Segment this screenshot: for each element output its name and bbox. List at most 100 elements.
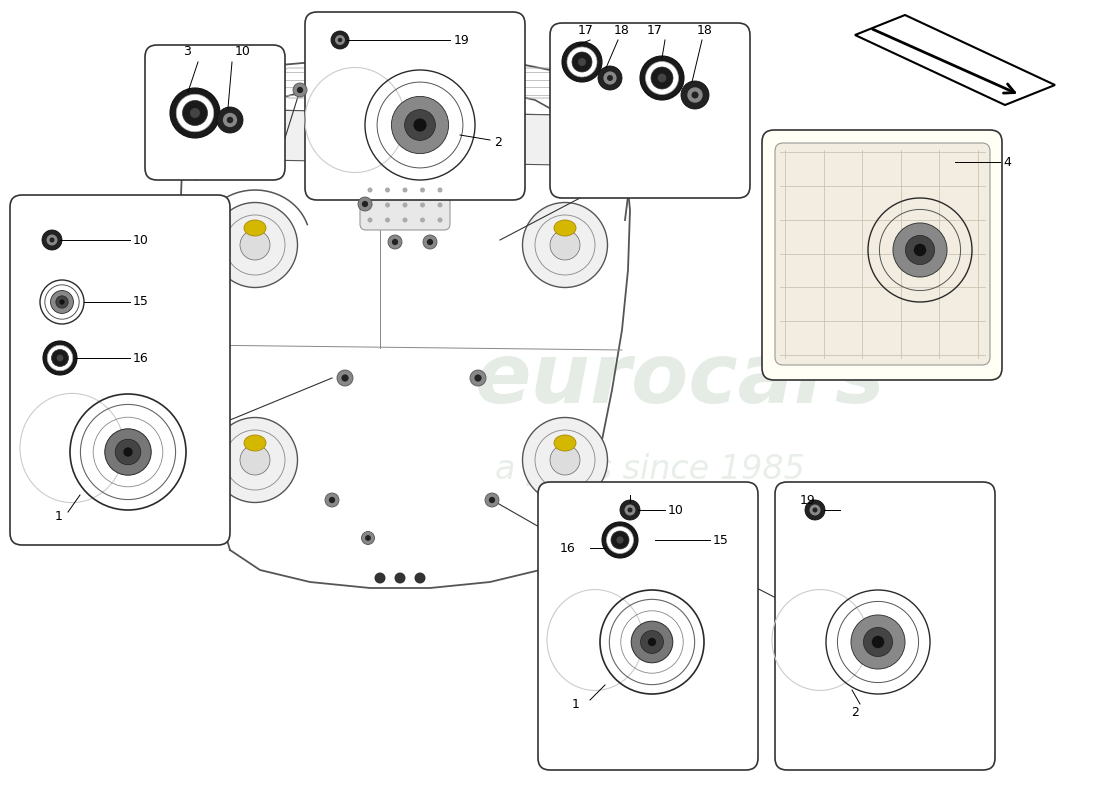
- Ellipse shape: [522, 418, 607, 502]
- FancyBboxPatch shape: [538, 482, 758, 770]
- Circle shape: [59, 299, 65, 305]
- Circle shape: [485, 493, 499, 507]
- FancyBboxPatch shape: [776, 143, 990, 365]
- Circle shape: [385, 187, 390, 193]
- Circle shape: [358, 197, 372, 211]
- Circle shape: [566, 47, 597, 77]
- Polygon shape: [855, 15, 1055, 105]
- Text: 19: 19: [800, 494, 816, 506]
- Text: 18: 18: [614, 24, 630, 37]
- Circle shape: [392, 96, 449, 154]
- Text: 1: 1: [572, 698, 580, 710]
- FancyBboxPatch shape: [145, 45, 285, 180]
- Circle shape: [403, 218, 407, 222]
- Circle shape: [602, 522, 638, 558]
- Circle shape: [488, 497, 495, 503]
- Ellipse shape: [550, 230, 580, 260]
- Circle shape: [367, 187, 373, 193]
- Circle shape: [424, 235, 437, 249]
- Circle shape: [52, 350, 68, 366]
- Text: a parts since 1985: a parts since 1985: [495, 454, 805, 486]
- Circle shape: [648, 638, 657, 646]
- Text: 4: 4: [1003, 155, 1011, 169]
- Circle shape: [341, 374, 349, 382]
- Ellipse shape: [522, 202, 607, 287]
- Circle shape: [367, 202, 373, 207]
- FancyBboxPatch shape: [776, 482, 996, 770]
- Text: 17: 17: [647, 24, 663, 37]
- Circle shape: [388, 235, 401, 249]
- Circle shape: [562, 42, 602, 82]
- Circle shape: [415, 573, 426, 583]
- Circle shape: [403, 187, 407, 193]
- Text: 2: 2: [494, 135, 502, 149]
- Ellipse shape: [244, 220, 266, 236]
- Circle shape: [905, 235, 935, 265]
- Circle shape: [616, 536, 624, 544]
- Circle shape: [365, 535, 371, 541]
- Circle shape: [914, 244, 926, 256]
- Circle shape: [627, 507, 632, 513]
- Circle shape: [392, 239, 398, 245]
- Circle shape: [438, 218, 442, 222]
- Circle shape: [170, 88, 220, 138]
- Circle shape: [56, 354, 64, 362]
- Circle shape: [610, 531, 629, 549]
- Text: 10: 10: [133, 234, 148, 246]
- Text: 15: 15: [713, 534, 729, 546]
- Circle shape: [116, 439, 141, 465]
- Circle shape: [42, 230, 62, 250]
- Ellipse shape: [212, 202, 297, 287]
- Circle shape: [336, 35, 345, 45]
- Circle shape: [692, 91, 698, 98]
- Text: 16: 16: [133, 351, 148, 365]
- Circle shape: [329, 497, 336, 503]
- Circle shape: [190, 108, 200, 118]
- Text: 1: 1: [55, 510, 63, 522]
- Circle shape: [427, 239, 433, 245]
- Circle shape: [362, 201, 369, 207]
- Circle shape: [123, 447, 133, 457]
- Circle shape: [46, 234, 57, 246]
- Circle shape: [324, 493, 339, 507]
- Circle shape: [474, 374, 482, 382]
- Circle shape: [50, 238, 55, 242]
- Polygon shape: [260, 110, 562, 165]
- Circle shape: [56, 296, 68, 308]
- Circle shape: [297, 87, 304, 93]
- Circle shape: [625, 505, 636, 515]
- Circle shape: [810, 505, 821, 515]
- Circle shape: [385, 202, 390, 207]
- Circle shape: [367, 218, 373, 222]
- Circle shape: [851, 615, 905, 669]
- Circle shape: [395, 573, 406, 583]
- Circle shape: [223, 113, 238, 127]
- Circle shape: [864, 627, 892, 657]
- Circle shape: [813, 507, 817, 513]
- Circle shape: [604, 71, 617, 85]
- Circle shape: [217, 107, 243, 133]
- Circle shape: [805, 500, 825, 520]
- Ellipse shape: [212, 418, 297, 502]
- Text: 17: 17: [579, 24, 594, 37]
- Text: 10: 10: [235, 45, 251, 58]
- Circle shape: [293, 83, 307, 97]
- Circle shape: [104, 429, 151, 475]
- Circle shape: [688, 87, 703, 102]
- Circle shape: [438, 202, 442, 207]
- Circle shape: [227, 117, 233, 123]
- Text: 2: 2: [851, 706, 859, 718]
- Circle shape: [658, 74, 667, 82]
- Ellipse shape: [240, 230, 270, 260]
- Ellipse shape: [244, 435, 266, 451]
- Ellipse shape: [240, 445, 270, 475]
- Circle shape: [385, 218, 390, 222]
- Text: 3: 3: [183, 45, 191, 58]
- Circle shape: [331, 31, 349, 49]
- Circle shape: [374, 573, 385, 583]
- Circle shape: [470, 370, 486, 386]
- Circle shape: [893, 223, 947, 277]
- Circle shape: [43, 341, 77, 375]
- FancyBboxPatch shape: [550, 23, 750, 198]
- Circle shape: [640, 630, 663, 654]
